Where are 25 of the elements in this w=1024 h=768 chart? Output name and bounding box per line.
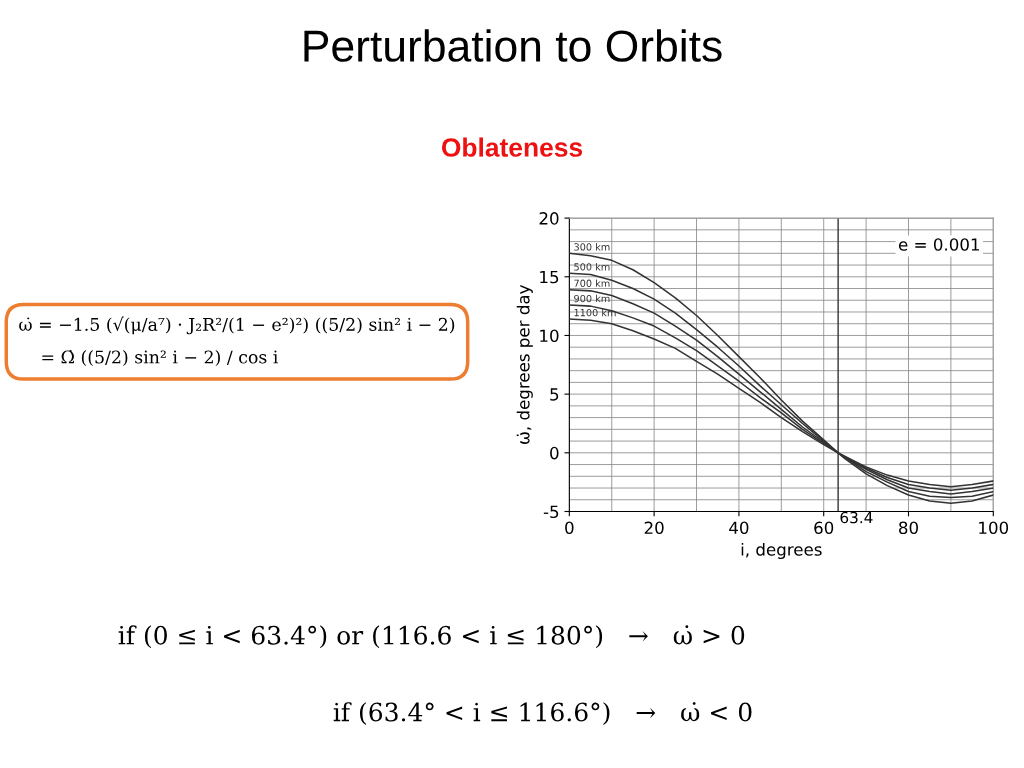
annotation: e = 0.001	[898, 238, 980, 251]
x-axis-title: i, degrees	[741, 542, 822, 560]
chart-subtitle: Oblateness	[441, 137, 583, 157]
text: if (63.4° < i ≤ 116.6°) → ω̇ < 0	[333, 701, 752, 726]
x-tick-label: 60	[814, 521, 834, 535]
x-tick-label: 100	[979, 521, 1009, 535]
series-label: 900 km	[574, 294, 610, 303]
series-label: 300 km	[574, 243, 610, 251]
series-label: 500 km	[574, 263, 610, 271]
y-tick-label: 10	[540, 329, 559, 343]
y-tick-label: 15	[540, 270, 559, 284]
y-axis-title: ω̇, degrees per day	[516, 285, 533, 444]
chart-title: Perturbation to Orbits	[304, 29, 722, 62]
x-tick-label: 20	[644, 521, 664, 535]
y-tick-label: -5	[543, 505, 559, 519]
x-tick-label: 80	[899, 521, 918, 535]
x-tick-label: 0	[565, 521, 574, 535]
text: ω̇ = −1.5 (√(μ/a⁷) · J₂R²/(1 − e²)²) ((5/2) sin² i − 2) = Ω̇ ((5/2) sin² i − 2) / cos i	[19, 316, 455, 367]
ref-line-label: 63.4	[840, 511, 873, 524]
text: if (0 ≤ i < 63.4°) or (116.6 < i ≤ 180°) → ω̇ > 0	[118, 625, 745, 649]
y-tick-label: 0	[550, 446, 559, 460]
y-tick-label: 5	[550, 388, 559, 401]
series-label: 700 km	[574, 279, 610, 287]
y-tick-label: 20	[539, 212, 559, 225]
x-tick-label: 40	[729, 521, 749, 535]
